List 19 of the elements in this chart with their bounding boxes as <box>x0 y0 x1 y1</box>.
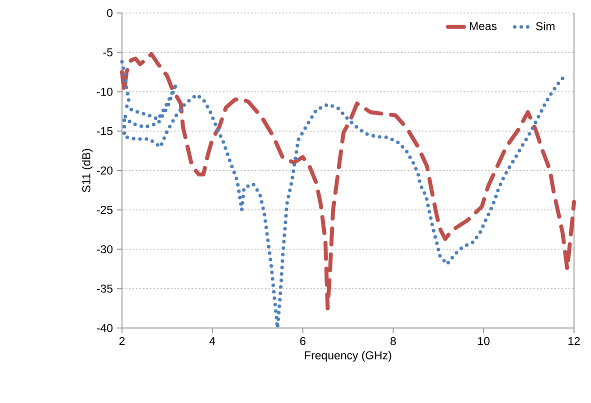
y-tick-label: -15 <box>96 127 112 136</box>
y-tick-label: -20 <box>96 166 113 175</box>
y-tick-label: -40 <box>96 324 113 332</box>
y-tick-label: -5 <box>103 48 112 56</box>
x-tick-label: 12 <box>568 337 580 346</box>
x-tick-label: 8 <box>390 337 396 346</box>
y-tick-label: -35 <box>96 284 112 293</box>
x-tick-label: 6 <box>300 337 306 346</box>
legend-label: Sim <box>536 22 554 30</box>
y-tick-label: 0 <box>107 8 113 18</box>
y-tick-label: -30 <box>96 245 113 254</box>
x-tick-label: 10 <box>478 337 490 346</box>
legend-label: Meas <box>470 22 497 30</box>
y-tick-label: -25 <box>96 206 112 214</box>
x-tick-label: 4 <box>209 337 216 345</box>
x-axis-title: Frequency (GHz) <box>305 350 392 362</box>
y-tick-label: -10 <box>96 88 113 96</box>
y-axis-title: S11 (dB) <box>82 149 93 192</box>
x-tick-label: 2 <box>119 337 125 346</box>
